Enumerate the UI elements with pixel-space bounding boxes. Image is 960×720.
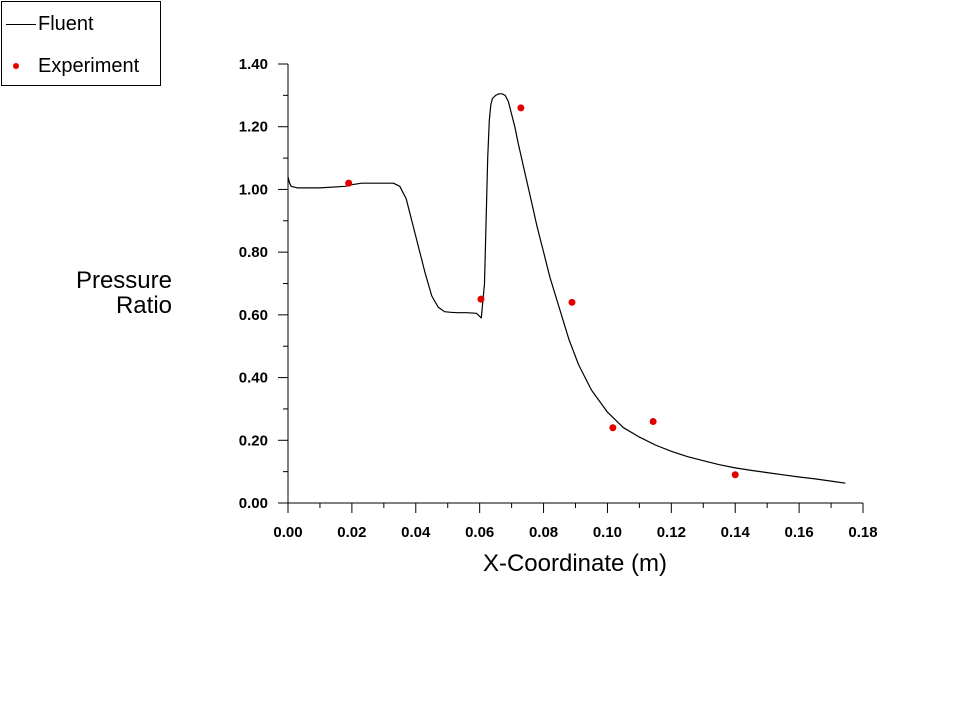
legend-label: Experiment xyxy=(38,54,140,77)
line-marker-icon xyxy=(6,23,36,25)
experiment-point xyxy=(731,471,739,479)
x-tick-label: 0.18 xyxy=(848,524,877,541)
y-tick-label: 0.00 xyxy=(239,495,268,512)
x-tick-label: 0.10 xyxy=(593,524,622,541)
experiment-point xyxy=(609,424,617,432)
experiment-point xyxy=(649,417,657,425)
y-tick-label: 1.20 xyxy=(239,119,268,136)
experiment-point xyxy=(517,104,525,112)
dot-marker-icon xyxy=(13,63,19,69)
x-tick-label: 0.00 xyxy=(273,524,302,541)
legend: Fluent Experiment xyxy=(1,1,161,86)
y-tick-label: 1.40 xyxy=(239,56,268,73)
experiment-point xyxy=(345,179,353,187)
legend-item-fluent: Fluent xyxy=(2,12,94,36)
fluent-line xyxy=(287,93,846,484)
experiment-point xyxy=(568,298,576,306)
y-tick-label: 0.60 xyxy=(239,307,268,324)
y-axis-label: Pressure Ratio xyxy=(40,268,172,318)
y-tick-label: 1.00 xyxy=(239,181,268,198)
y-tick-label: 0.80 xyxy=(239,244,268,261)
experiment-point xyxy=(477,295,485,303)
legend-label: Fluent xyxy=(38,12,94,35)
x-tick-label: 0.16 xyxy=(785,524,814,541)
y-axis-label-line1: Pressure xyxy=(75,267,172,294)
x-tick-label: 0.12 xyxy=(657,524,686,541)
x-tick-label: 0.14 xyxy=(721,524,751,541)
x-axis-label: X-Coordinate (m) xyxy=(482,550,668,577)
x-tick-label: 0.02 xyxy=(337,524,366,541)
y-tick-label: 0.20 xyxy=(239,432,268,449)
axes: 0.00 0.20 0.40 0.60 0.80 1.00 1.20 1.40 0.00 0.02… xyxy=(239,56,878,541)
x-tick-label: 0.04 xyxy=(401,524,431,541)
x-tick-label: 0.06 xyxy=(465,524,494,541)
x-tick-label: 0.08 xyxy=(529,524,558,541)
data-series xyxy=(287,93,846,484)
y-tick-label: 0.40 xyxy=(239,370,268,387)
y-axis-label-line2: Ratio xyxy=(115,292,172,319)
legend-item-experiment: Experiment xyxy=(2,54,139,78)
